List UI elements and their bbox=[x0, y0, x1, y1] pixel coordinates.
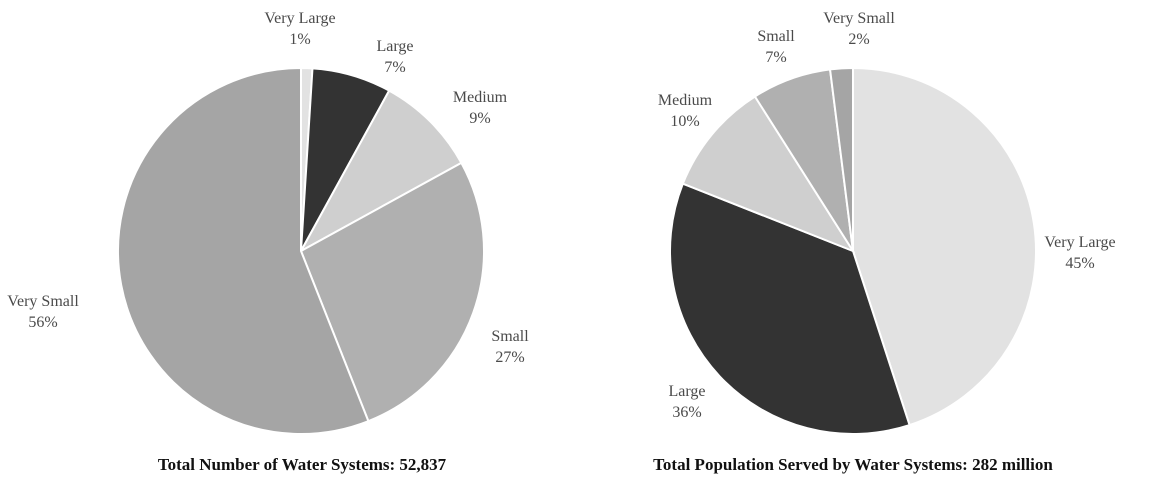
slice-percent-label: 9% bbox=[469, 110, 490, 127]
slice-category-label: Medium bbox=[658, 92, 713, 109]
pie-slice-very-small bbox=[117, 66, 370, 435]
slice-percent-label: 10% bbox=[670, 113, 699, 130]
slice-label-very-small: Very Small 2% bbox=[823, 10, 895, 48]
slice-category-label: Very Large bbox=[1044, 234, 1115, 251]
slice-category-label: Very Small bbox=[823, 10, 895, 27]
slice-label-small: Small 7% bbox=[757, 28, 795, 66]
pie-slice-large bbox=[669, 182, 911, 435]
slice-category-label: Small bbox=[757, 28, 795, 45]
slice-label-large: Large 7% bbox=[376, 38, 413, 76]
pie-slice-very-small bbox=[828, 66, 854, 252]
slice-label-very-small: Very Small 56% bbox=[7, 293, 79, 331]
slice-category-label: Very Large bbox=[264, 10, 335, 27]
pie-slice-small bbox=[299, 161, 485, 423]
pie-slice-very-large bbox=[852, 66, 1037, 427]
population-served-pie: Very Large 45% Large 36% Medium 10% Small 7% Ver… bbox=[658, 10, 1116, 435]
slice-percent-label: 7% bbox=[384, 59, 405, 76]
slice-percent-label: 45% bbox=[1065, 255, 1094, 272]
slice-label-small: Small 27% bbox=[491, 328, 529, 366]
slice-percent-label: 56% bbox=[28, 314, 57, 331]
chart-title-population-served: Total Population Served by Water Systems… bbox=[653, 455, 1053, 474]
slice-category-label: Medium bbox=[453, 89, 508, 106]
slice-category-label: Very Small bbox=[7, 293, 79, 310]
water-systems-count-pie: Very Large 1% Large 7% Medium 9% Small 27% Very … bbox=[7, 10, 529, 435]
pie-slice-medium bbox=[681, 95, 856, 254]
slice-category-label: Large bbox=[376, 38, 413, 55]
slice-percent-label: 7% bbox=[765, 49, 786, 66]
slice-label-very-large: Very Large 1% bbox=[264, 10, 335, 48]
pie-slice-medium bbox=[298, 89, 463, 254]
chart-title-water-systems: Total Number of Water Systems: 52,837 bbox=[158, 455, 447, 474]
slice-percent-label: 36% bbox=[672, 404, 701, 421]
slice-label-medium: Medium 10% bbox=[658, 92, 713, 130]
slice-percent-label: 2% bbox=[848, 31, 869, 48]
slice-category-label: Large bbox=[668, 383, 705, 400]
slice-percent-label: 1% bbox=[289, 31, 310, 48]
slice-percent-label: 27% bbox=[495, 349, 524, 366]
slice-category-label: Small bbox=[491, 328, 529, 345]
slice-label-medium: Medium 9% bbox=[453, 89, 508, 127]
slice-label-very-large: Very Large 45% bbox=[1044, 234, 1115, 272]
slice-label-large: Large 36% bbox=[668, 383, 705, 421]
